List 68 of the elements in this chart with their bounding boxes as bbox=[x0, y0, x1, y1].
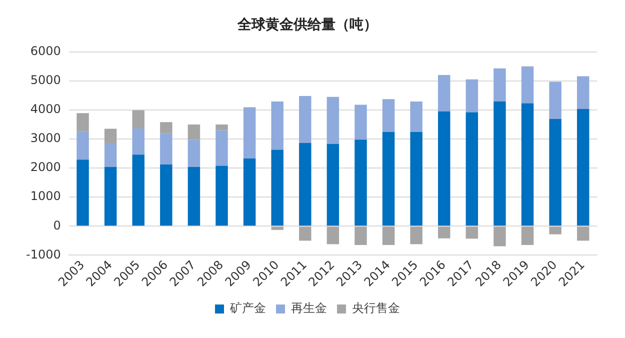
bar bbox=[354, 104, 367, 140]
bar bbox=[521, 226, 534, 246]
y-tick-label: 0 bbox=[53, 218, 61, 232]
legend-label: 再生金 bbox=[291, 301, 327, 316]
bar bbox=[326, 96, 340, 144]
bar bbox=[410, 132, 422, 226]
legend-label: 矿产金 bbox=[229, 301, 266, 316]
y-tick-label: 3000 bbox=[30, 131, 61, 146]
bar bbox=[243, 107, 256, 158]
bar bbox=[132, 110, 144, 129]
bar bbox=[76, 113, 89, 132]
bar bbox=[494, 226, 506, 246]
bar bbox=[243, 158, 256, 226]
bar bbox=[549, 118, 562, 226]
bar bbox=[576, 76, 590, 110]
bar bbox=[104, 143, 117, 167]
bar bbox=[160, 133, 172, 165]
y-tick-label: -1000 bbox=[26, 247, 61, 262]
bar bbox=[521, 103, 534, 226]
y-tick-label: 4000 bbox=[30, 102, 61, 116]
bar bbox=[494, 101, 506, 226]
bar bbox=[76, 160, 89, 226]
bar bbox=[494, 68, 506, 102]
bar bbox=[299, 226, 312, 241]
bar bbox=[216, 166, 228, 226]
bar bbox=[382, 226, 395, 246]
bar bbox=[299, 143, 312, 226]
bar bbox=[576, 109, 590, 226]
bar bbox=[521, 66, 534, 104]
bar bbox=[132, 154, 144, 226]
bar bbox=[188, 124, 200, 140]
bar bbox=[160, 122, 172, 134]
bar bbox=[382, 99, 395, 132]
y-tick-label: 1000 bbox=[30, 189, 61, 204]
bar bbox=[216, 130, 228, 166]
bar bbox=[160, 164, 172, 226]
bar bbox=[104, 128, 117, 144]
bar bbox=[326, 144, 340, 226]
bar bbox=[438, 111, 450, 226]
y-tick-label: 6000 bbox=[30, 44, 61, 58]
bar bbox=[549, 82, 562, 119]
chart-title: 全球黄金供给量（吨） bbox=[236, 17, 378, 34]
bar bbox=[438, 75, 450, 112]
bar bbox=[549, 226, 562, 234]
y-tick-label: 2000 bbox=[30, 160, 61, 174]
bar bbox=[466, 226, 478, 239]
bar bbox=[76, 131, 89, 160]
bar bbox=[188, 166, 200, 226]
bar bbox=[188, 140, 200, 167]
y-tick-label: 5000 bbox=[30, 72, 61, 87]
bar bbox=[410, 101, 422, 132]
bar bbox=[438, 226, 450, 238]
bar bbox=[354, 140, 367, 226]
bar bbox=[410, 226, 422, 244]
bar bbox=[132, 128, 144, 155]
bar bbox=[271, 150, 284, 226]
bar bbox=[382, 132, 395, 226]
bar bbox=[354, 226, 367, 246]
bar bbox=[104, 166, 117, 226]
bar bbox=[271, 101, 284, 150]
bar bbox=[466, 79, 478, 112]
legend-label: 央行售金 bbox=[352, 301, 400, 316]
bar bbox=[466, 112, 478, 226]
bar bbox=[216, 124, 228, 130]
bar bbox=[576, 226, 590, 241]
bar bbox=[271, 226, 284, 230]
bar bbox=[326, 226, 340, 244]
bar bbox=[299, 96, 312, 144]
